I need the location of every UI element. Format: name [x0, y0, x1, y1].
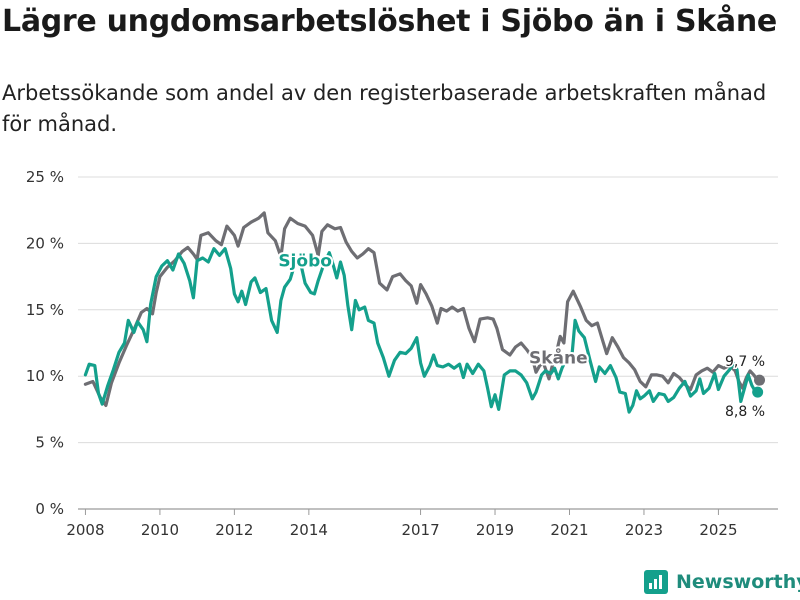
end-point-sjbo [752, 386, 764, 398]
x-tick-label: 2010 [141, 521, 179, 539]
y-tick-label: 0 % [35, 500, 64, 518]
y-tick-label: 25 % [26, 168, 64, 186]
end-label-skane: 9,7 % [725, 354, 765, 370]
end-label-sjobo: 8,8 % [725, 404, 765, 420]
series-line-skne [83, 211, 760, 407]
series-label-sjobo: Sjöbo [278, 252, 332, 272]
x-tick-label: 2014 [290, 521, 328, 539]
y-tick-label: 5 % [35, 434, 64, 452]
series-line-sjbo [83, 247, 758, 414]
x-tick-label: 2019 [476, 521, 514, 539]
x-tick-label: 2021 [550, 521, 588, 539]
series-labels: Skåne Sjöbo 9,7 % 8,8 % [276, 250, 766, 422]
grid-lines [78, 176, 778, 510]
end-point-skne [754, 374, 766, 386]
x-tick-label: 2025 [699, 521, 737, 539]
y-tick-label: 15 % [26, 301, 64, 319]
y-tick-label: 20 % [26, 234, 64, 252]
y-axis-ticks: 0 % 5 % 10 % 15 % 20 % 25 % [26, 168, 64, 518]
chart-subtitle: Arbetssökande som andel av den registerb… [2, 81, 767, 136]
newsworthy-logo-icon [644, 570, 668, 594]
series-lines [83, 211, 766, 414]
newsworthy-logo[interactable]: Newsworthy [644, 568, 800, 596]
x-axis-ticks: 2008 2010 2012 2014 2017 2019 2021 2023 2025 [66, 509, 738, 539]
page-title: Lägre ungdomsarbetslöshet i Sjöbo än i S… [2, 4, 777, 39]
series-label-skane: Skåne [529, 347, 588, 369]
x-tick-label: 2012 [215, 521, 253, 539]
y-tick-label: 10 % [26, 367, 64, 385]
brand-name: Newsworthy [676, 571, 800, 593]
x-tick-label: 2017 [401, 521, 439, 539]
x-tick-label: 2008 [66, 521, 104, 539]
x-tick-label: 2023 [625, 521, 663, 539]
